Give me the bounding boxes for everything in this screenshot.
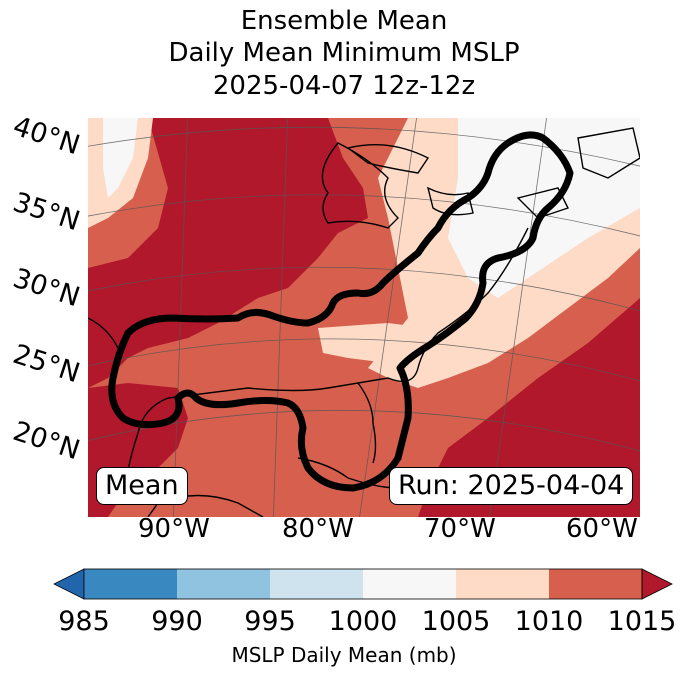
chart-title-line-1: Ensemble Mean <box>240 6 448 36</box>
colorbar-bin-1010-1015 <box>549 569 642 599</box>
colorbar-bin-1000-1005 <box>363 569 456 599</box>
colorbar-tick-1010: 1010 <box>514 606 584 637</box>
lat-label-25: 25°N <box>9 338 84 390</box>
colorbar-tick-995: 995 <box>244 606 296 637</box>
colorbar-bin-985-990 <box>84 569 177 599</box>
colorbar-tick-1005: 1005 <box>421 606 491 637</box>
colorbar-label: MSLP Daily Mean (mb) <box>231 643 457 667</box>
colorbar-extend-high <box>641 568 673 600</box>
colorbar-bin-990-995 <box>177 569 270 599</box>
pressure-map <box>88 118 640 517</box>
colorbar <box>53 568 673 600</box>
lon-label-90w: 90°W <box>138 514 210 544</box>
colorbar-tick-1015: 1015 <box>607 606 677 637</box>
colorbar-extend-low <box>53 568 85 600</box>
chart-title-line-2: Daily Mean Minimum MSLP <box>168 38 520 68</box>
lat-label-20: 20°N <box>9 415 84 467</box>
colorbar-bin-1005-1010 <box>456 569 549 599</box>
lon-label-70w: 70°W <box>424 514 496 544</box>
lat-label-40: 40°N <box>9 110 84 162</box>
field-1015-atlantic <box>418 298 640 517</box>
lat-label-35: 35°N <box>9 186 84 238</box>
colorbar-tick-1000: 1000 <box>328 606 398 637</box>
run-date-badge: Run: 2025-04-04 <box>389 467 634 505</box>
ensemble-contour <box>108 131 574 492</box>
lon-label-80w: 80°W <box>282 514 354 544</box>
field-1000-north <box>103 118 138 198</box>
chart-title-line-3: 2025-04-07 12z-12z <box>212 71 476 101</box>
colorbar-tick-990: 990 <box>151 606 203 637</box>
colorbar-tick-985: 985 <box>58 606 110 637</box>
colorbar-bin-995-1000 <box>270 569 363 599</box>
lat-label-30: 30°N <box>9 262 84 314</box>
field-1005-southeast <box>318 323 428 363</box>
lon-label-60w: 60°W <box>566 514 638 544</box>
mean-badge: Mean <box>96 467 188 505</box>
field-1000-north-inner <box>488 118 608 178</box>
